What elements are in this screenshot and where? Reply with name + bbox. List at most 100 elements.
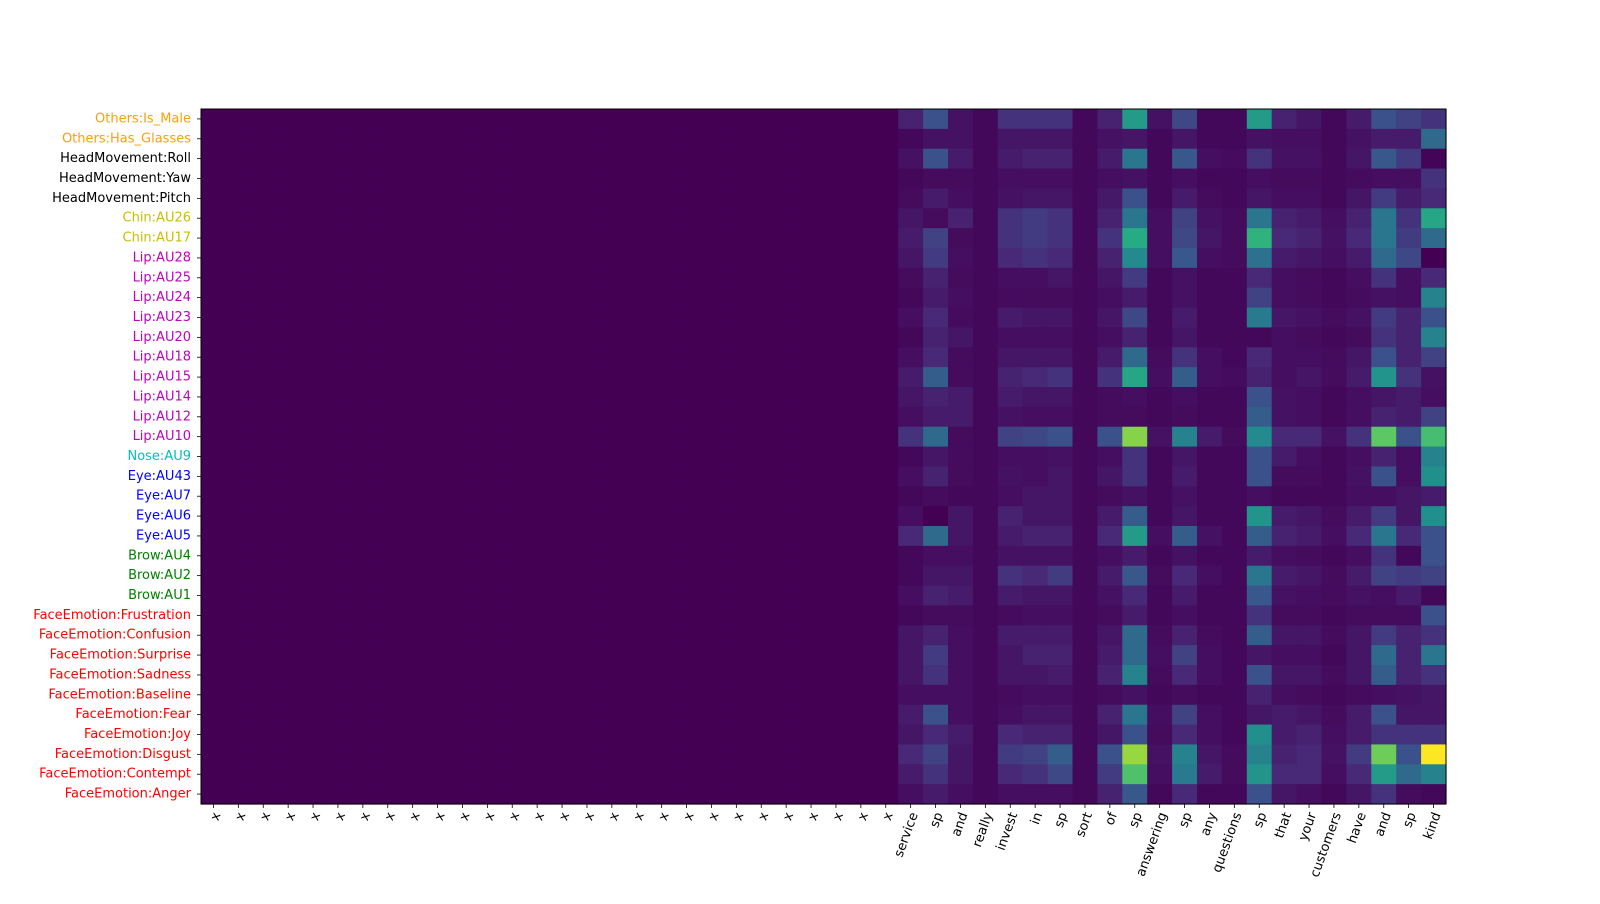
heatmap-cell	[873, 665, 899, 686]
heatmap-cell	[1396, 426, 1422, 448]
heatmap-cell	[1271, 367, 1298, 388]
heatmap-cell	[225, 168, 252, 190]
heatmap-cell	[972, 605, 999, 626]
heatmap-cell	[1421, 466, 1447, 487]
heatmap-cell	[823, 367, 849, 388]
heatmap-cell	[948, 764, 974, 785]
heatmap-cell	[1147, 466, 1173, 487]
y-tick-label: Lip:AU10	[133, 429, 191, 444]
heatmap-cell	[1197, 784, 1223, 805]
heatmap-cell	[823, 645, 849, 666]
heatmap-cell	[1346, 148, 1372, 170]
heatmap-cell	[400, 208, 426, 229]
heatmap-cell	[1321, 486, 1347, 507]
heatmap-cell	[997, 109, 1024, 130]
heatmap-cell	[748, 307, 775, 329]
heatmap-cell	[524, 406, 551, 428]
heatmap-cell	[649, 287, 675, 309]
heatmap-cell	[798, 168, 825, 190]
heatmap-cell	[773, 605, 800, 626]
heatmap-cell	[997, 545, 1024, 567]
heatmap-cell	[1122, 744, 1148, 765]
heatmap-cell	[250, 446, 277, 468]
heatmap-cell	[898, 446, 924, 468]
heatmap-cell	[748, 526, 775, 547]
heatmap-cell	[275, 387, 302, 408]
heatmap-cell	[599, 526, 625, 547]
heatmap-cell	[1197, 208, 1223, 229]
heatmap-cell	[1346, 109, 1372, 130]
heatmap-cell	[649, 406, 675, 428]
heatmap-cell	[1371, 466, 1397, 487]
heatmap-cell	[1122, 466, 1148, 487]
heatmap-cell	[549, 168, 576, 190]
heatmap-cell	[823, 426, 849, 448]
heatmap-cell	[1221, 665, 1248, 686]
heatmap-cell	[823, 744, 849, 765]
heatmap-cell	[748, 267, 775, 289]
heatmap-cell	[1246, 625, 1273, 646]
heatmap-cell	[1221, 128, 1248, 150]
heatmap-cell	[450, 665, 476, 686]
heatmap-cell	[350, 406, 376, 428]
heatmap-cell	[375, 466, 401, 487]
heatmap-cell	[474, 506, 501, 527]
heatmap-cell	[549, 446, 576, 468]
heatmap-cell	[823, 287, 849, 309]
heatmap-cell	[325, 307, 351, 329]
heatmap-cell	[1097, 406, 1123, 428]
heatmap-cell	[923, 287, 949, 309]
heatmap-cell	[898, 128, 924, 150]
heatmap-cell	[325, 347, 351, 368]
heatmap-cell	[1172, 665, 1198, 686]
y-tick-label: FaceEmotion:Baseline	[48, 687, 191, 702]
heatmap-cell	[1396, 168, 1422, 190]
heatmap-cell	[574, 267, 600, 289]
x-tick-label: x	[606, 810, 623, 823]
heatmap-cell	[474, 248, 501, 269]
heatmap-cell	[400, 466, 426, 487]
heatmap-cell	[674, 307, 700, 329]
heatmap-cell	[972, 406, 999, 428]
heatmap-cell	[574, 764, 600, 785]
heatmap-cell	[1022, 287, 1049, 309]
heatmap-cell	[225, 367, 252, 388]
heatmap-cell	[748, 327, 775, 348]
heatmap-cell	[574, 327, 600, 348]
heatmap-cell	[1321, 565, 1347, 587]
heatmap-cell	[923, 128, 949, 150]
heatmap-cell	[425, 724, 451, 746]
heatmap-cell	[524, 287, 551, 309]
heatmap-cell	[1321, 684, 1347, 706]
heatmap-cell	[873, 387, 899, 408]
heatmap-cell	[425, 704, 451, 726]
heatmap-cell	[1421, 446, 1447, 468]
heatmap-cell	[250, 665, 277, 686]
heatmap-cell	[574, 625, 600, 646]
heatmap-cell	[624, 466, 650, 487]
x-tick-label: sp	[1251, 810, 1270, 829]
heatmap-cell	[1321, 764, 1347, 785]
heatmap-cell	[375, 545, 401, 567]
heatmap-cell	[201, 168, 227, 190]
heatmap-cell	[873, 565, 899, 587]
heatmap-cell	[1122, 585, 1148, 607]
heatmap-cell	[997, 486, 1024, 507]
heatmap-cell	[798, 506, 825, 527]
heatmap-cell	[699, 684, 725, 706]
heatmap-cell	[773, 307, 800, 329]
heatmap-cell	[450, 347, 476, 368]
heatmap-cell	[923, 684, 949, 706]
heatmap-cell	[923, 307, 949, 329]
heatmap-cell	[1072, 148, 1098, 170]
heatmap-cell	[1097, 466, 1123, 487]
heatmap-cell	[400, 684, 426, 706]
heatmap-cell	[1197, 526, 1223, 547]
heatmap-cell	[574, 645, 600, 666]
heatmap-cell	[898, 764, 924, 785]
heatmap-cell	[325, 387, 351, 408]
y-tick-label: FaceEmotion:Surprise	[50, 648, 191, 663]
heatmap-cell	[1396, 605, 1422, 626]
heatmap-cell	[972, 744, 999, 765]
heatmap-cell	[425, 109, 451, 130]
